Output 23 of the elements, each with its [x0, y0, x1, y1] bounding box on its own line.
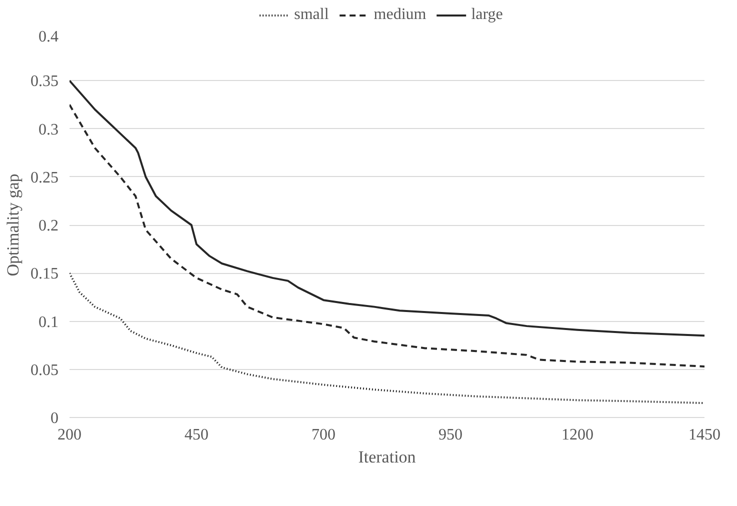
y-tick-label: 0.1 — [38, 314, 58, 331]
x-tick-label: 450 — [184, 426, 208, 444]
x-tick-label: 1200 — [562, 426, 594, 444]
line-series — [70, 80, 704, 337]
y-tick-label: 0 — [50, 410, 58, 427]
y-tick-label: 0.35 — [30, 73, 58, 90]
y-tick-label: 0.3 — [38, 121, 58, 138]
legend-label: medium — [374, 6, 426, 24]
y-tick-label: 0.05 — [30, 362, 58, 379]
x-tick-label: 950 — [438, 426, 462, 444]
x-tick-label: 1450 — [688, 426, 720, 444]
y-tick-label: 0.4 — [38, 28, 58, 46]
x-tick-label: 700 — [312, 426, 336, 444]
legend-label: large — [471, 6, 503, 24]
x-tick-label: 200 — [58, 426, 82, 444]
line-series — [70, 272, 704, 404]
y-tick-label: 0.2 — [38, 218, 58, 234]
x-axis-title: Iteration — [358, 448, 416, 466]
y-tick-label: 0.25 — [30, 169, 58, 186]
line-series — [70, 104, 704, 368]
y-axis-title: Optimality gap — [4, 174, 22, 276]
y-tick-label: 0.15 — [30, 266, 58, 283]
legend-label: small — [294, 6, 329, 24]
